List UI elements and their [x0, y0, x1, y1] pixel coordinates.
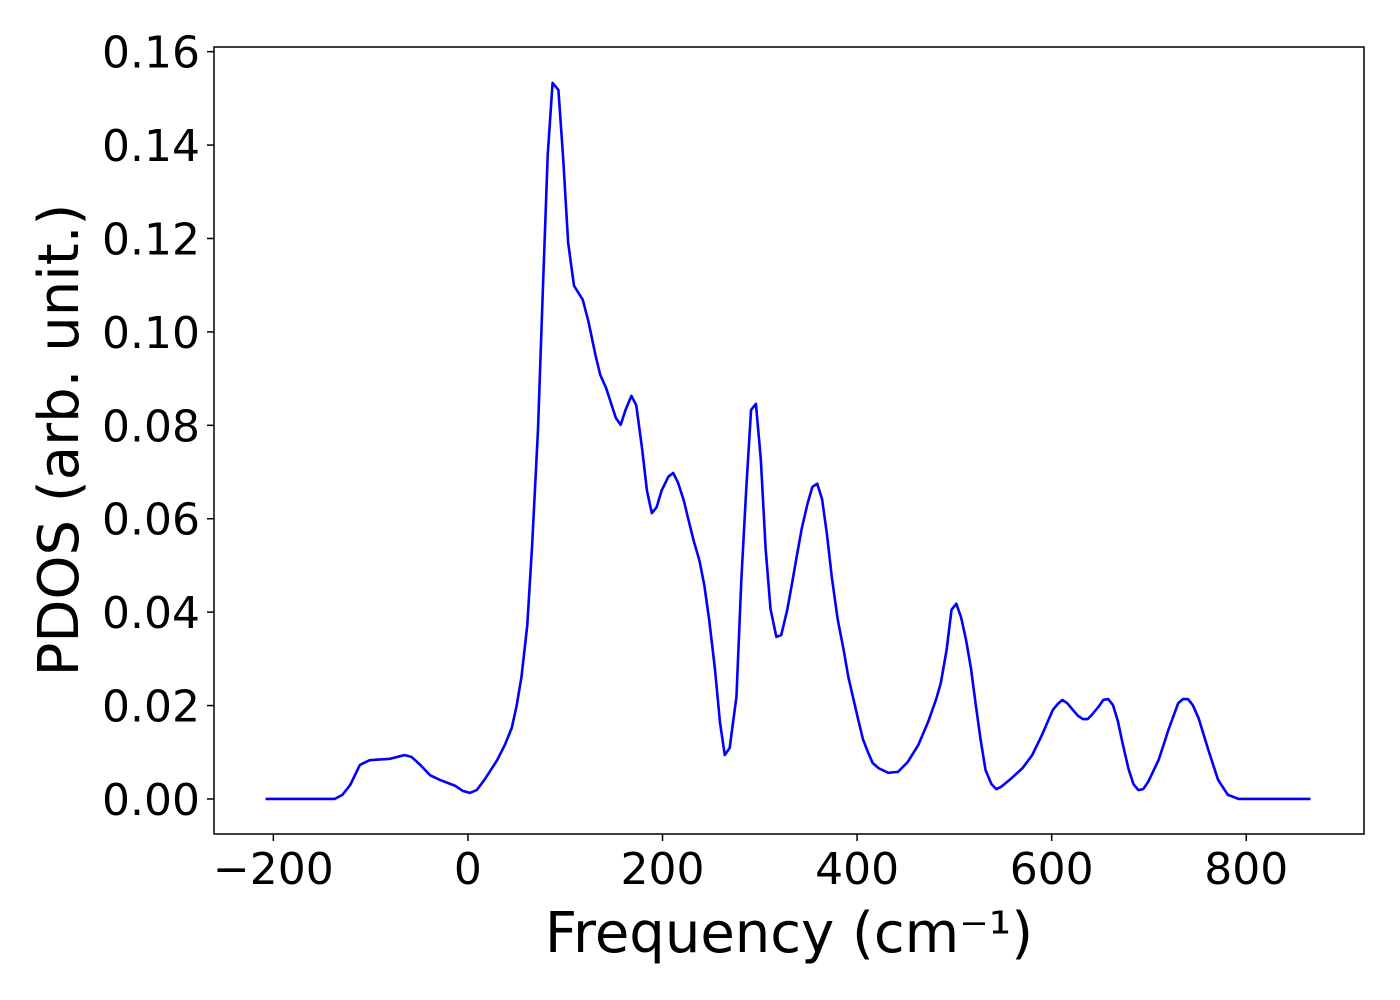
y-tick-label: 0.12: [102, 214, 200, 265]
y-tick-label: 0.16: [102, 28, 200, 79]
y-tick-label: 0.04: [102, 588, 200, 639]
y-tick-label: 0.14: [102, 121, 200, 172]
data-line: [265, 81, 1311, 801]
x-tick-label: 600: [1010, 844, 1094, 895]
y-tick-label: 0.00: [102, 775, 200, 826]
y-tick-label: 0.10: [102, 308, 200, 359]
x-tick-label: 0: [454, 844, 482, 895]
plot-frame: [213, 46, 1365, 835]
y-tick-label: 0.08: [102, 401, 200, 452]
y-tick-label: 0.06: [102, 495, 200, 546]
y-tick-label: 0.02: [102, 682, 200, 733]
x-tick-label: −200: [213, 844, 334, 895]
y-axis-label: PDOS (arb. unit.): [27, 204, 92, 677]
x-tick-label: 400: [815, 844, 899, 895]
x-axis-label: Frequency (cm⁻¹): [545, 901, 1033, 966]
x-tick-label: 800: [1204, 844, 1288, 895]
x-tick-label: 200: [621, 844, 705, 895]
